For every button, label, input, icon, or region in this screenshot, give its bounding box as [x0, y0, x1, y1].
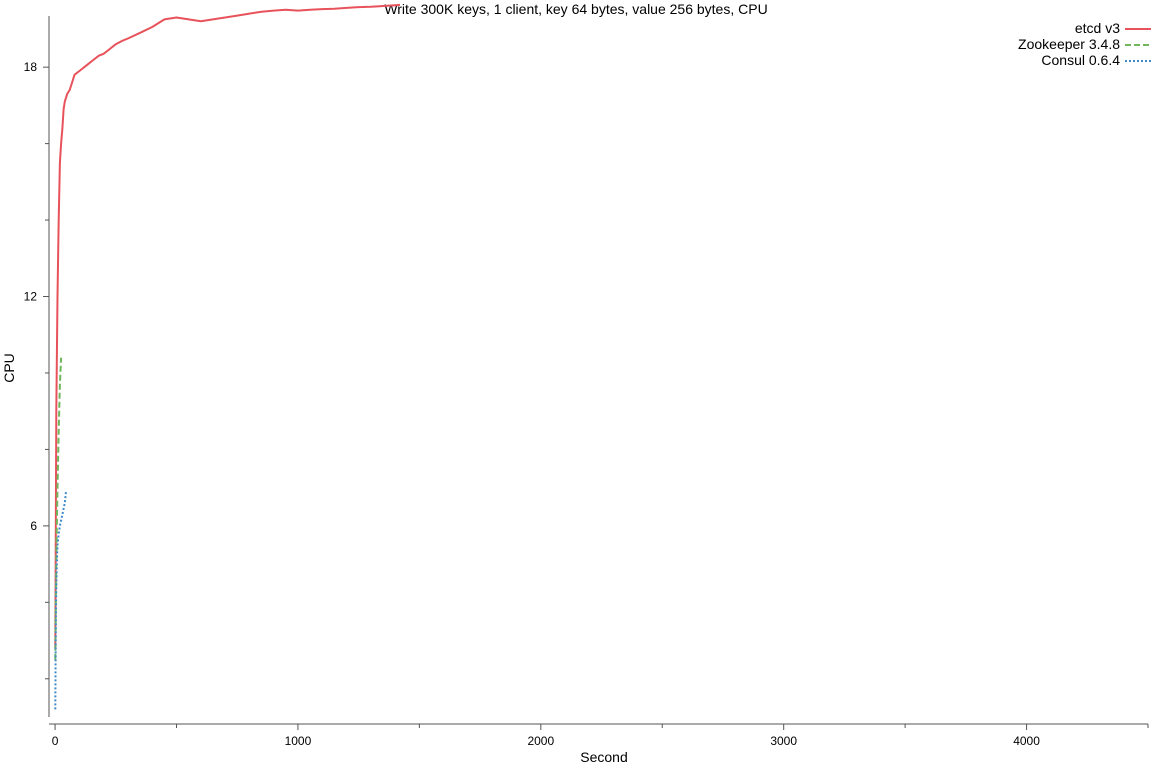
- y-tick-label: 6: [30, 519, 37, 533]
- plot-area: [54, 3, 401, 710]
- x-axis-title: Second: [580, 749, 627, 765]
- series-line-consul-0-6-4: [54, 491, 67, 710]
- axes: 6 12 18 0 1000 2000 3000 4000: [24, 16, 1149, 748]
- x-tick-label: 1000: [285, 734, 312, 748]
- legend-label-zookeeper-3-4-8: Zookeeper 3.4.8: [1018, 36, 1120, 52]
- y-tick-label: 18: [24, 60, 38, 74]
- series-line-etcd-v3: [54, 3, 401, 649]
- legend-label-consul-0-6-4: Consul 0.6.4: [1041, 52, 1120, 68]
- chart-title: Write 300K keys, 1 client, key 64 bytes,…: [384, 1, 767, 17]
- x-tick-label: 4000: [1013, 734, 1040, 748]
- x-tick-label: 2000: [527, 734, 554, 748]
- legend-label-etcd-v3: etcd v3: [1075, 20, 1120, 36]
- series-line-zookeeper-3-4-8: [54, 357, 63, 660]
- y-axis-title: CPU: [1, 353, 17, 383]
- y-tick-label: 12: [24, 290, 38, 304]
- x-tick-label: 3000: [770, 734, 797, 748]
- x-tick-label: 0: [52, 734, 59, 748]
